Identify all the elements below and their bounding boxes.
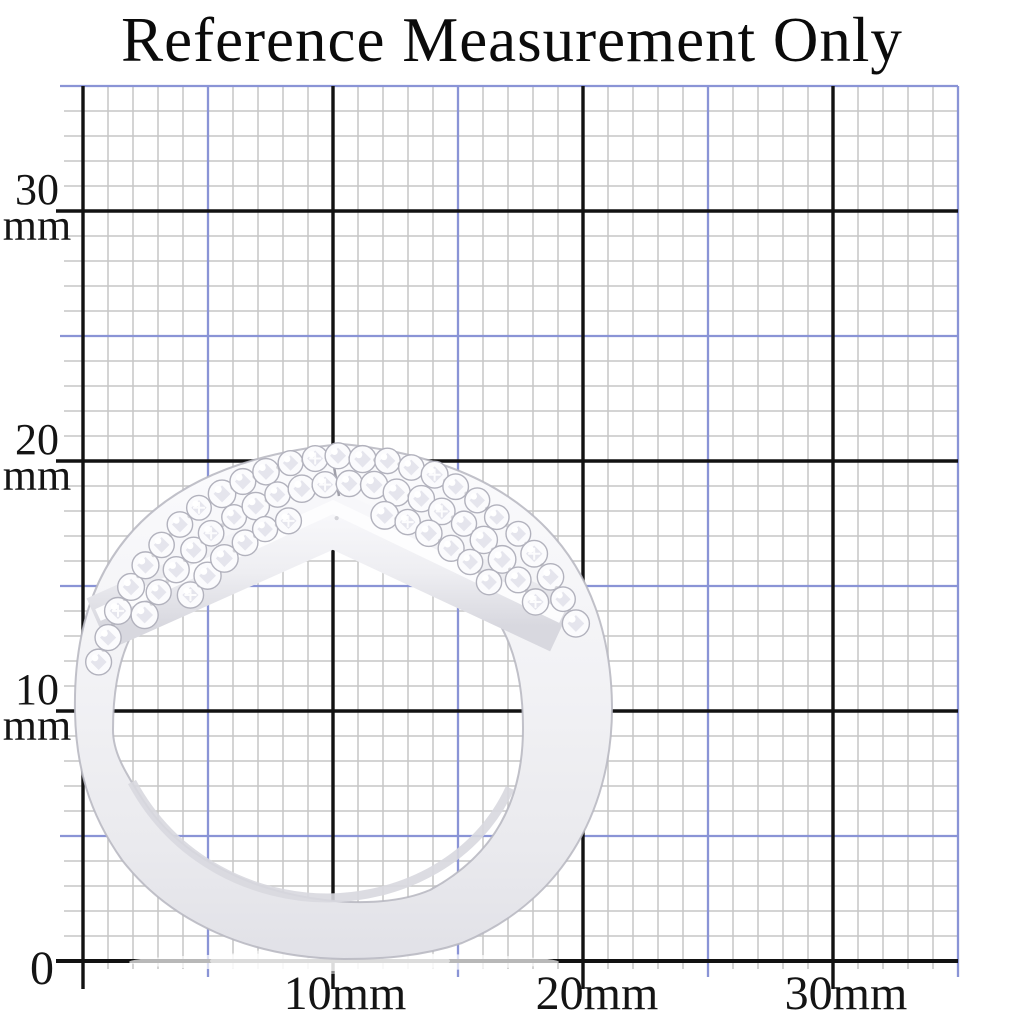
y-axis-unit: mm	[2, 701, 72, 750]
y-axis-number: 30	[15, 165, 59, 214]
x-axis-label-30mm: 30mm	[784, 967, 908, 1020]
origin-label: 0	[30, 942, 54, 995]
y-axis-label-10mm: 10 mm	[0, 665, 74, 750]
x-axis-label-20mm: 20mm	[535, 967, 659, 1020]
y-axis-number: 10	[15, 665, 59, 714]
y-axis-unit: mm	[2, 201, 72, 250]
y-axis-label-20mm: 20 mm	[0, 415, 74, 500]
y-axis-label-30mm: 30 mm	[0, 165, 74, 250]
y-axis-unit: mm	[2, 451, 72, 500]
ring-photo	[73, 442, 614, 974]
x-axis-label-10mm: 10mm	[283, 967, 407, 1020]
y-axis-number: 20	[15, 415, 59, 464]
page-title: Reference Measurement Only	[121, 5, 903, 75]
